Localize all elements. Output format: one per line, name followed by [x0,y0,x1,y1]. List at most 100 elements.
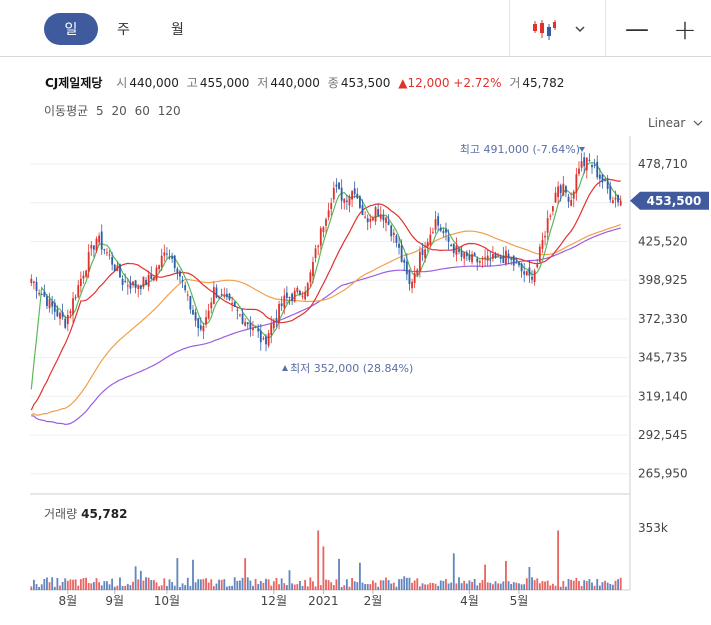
ma-20[interactable]: 20 [111,104,127,118]
candle-body [591,165,593,168]
volume-bar [168,579,171,590]
candle-body [476,258,479,263]
candle-body [411,281,413,289]
candle-body [398,243,400,248]
candle-body [387,221,390,225]
ma-5[interactable]: 5 [96,104,104,118]
candle-body [567,196,570,202]
volume-bar [176,558,179,590]
volume-bar [145,577,147,590]
candle-body [478,261,481,263]
zoom-in-button[interactable]: + [673,12,697,46]
volume-bar [476,585,479,590]
volume-bar [484,564,486,590]
candle-body [379,214,382,219]
candle-body [486,255,489,261]
candle-body [588,159,591,161]
candle-body [64,318,67,328]
volume-bar [463,580,466,590]
high-value: 455,000 [199,76,250,90]
candle-body [103,249,106,251]
candle-body [121,278,124,286]
volume-bar [497,583,500,590]
chevron-down-icon[interactable] [570,13,590,45]
candle-body [562,183,565,196]
zoom-out-button[interactable]: — [625,15,649,43]
candle-body [218,297,220,299]
candle-body [392,232,395,236]
volume-bar [369,584,372,590]
volume-bar [51,577,54,590]
candle-body [421,249,424,255]
volume-panel-title: 거래량 45,782 [44,505,127,522]
volume-bar [596,578,599,590]
volume-bar [575,577,578,590]
candle-body [403,259,406,263]
candle-body [351,191,353,200]
volume-bar [332,585,335,590]
volume-bar [92,582,95,590]
candlestick-icon[interactable] [527,13,561,45]
volume-bar [30,586,33,590]
candle-body [471,254,473,263]
candle-body [345,200,348,202]
tab-month[interactable]: 월 [171,22,184,38]
candle-body [426,241,429,247]
candle-body [520,263,523,272]
volume-bar [405,577,408,590]
volume-bar [593,585,596,590]
volume-bar [429,582,432,590]
candle-body [223,295,226,297]
volume-bar [228,585,231,590]
candle-body [570,200,573,206]
candle-body [119,264,121,278]
volume-bar [283,583,286,590]
tab-week[interactable]: 주 [117,22,130,38]
candle-body [332,187,335,200]
candle-body [43,291,46,297]
candle-body [228,293,231,300]
volume-bar [544,581,546,590]
candle-body [111,257,114,265]
candle-body [304,292,307,300]
toolbar-divider [509,0,510,56]
ma-60[interactable]: 60 [134,104,150,118]
candle-body [270,324,273,335]
volume-bar [523,584,526,590]
candle-body [309,272,312,283]
volume-bar [72,579,74,590]
volume-bar [103,581,106,590]
candle-body [202,325,205,332]
volume-bar [512,582,515,590]
y-tick-label: 265,950 [638,467,688,481]
candle-body [72,298,74,315]
volume-bar [69,579,72,590]
volume-bar [601,582,604,590]
candle-body [491,254,494,259]
volume-bar [335,579,338,590]
candle-body [231,303,234,305]
candle-body [413,273,416,284]
volume-bar [278,584,280,590]
volume-bar [150,580,153,590]
candle-body [580,161,583,168]
candle-body [106,252,108,254]
volume-bar [111,578,114,590]
volume-bar [609,583,612,590]
scale-mode-selector[interactable]: Linear [648,116,703,130]
volume-bar [152,580,155,590]
tab-day[interactable]: 일 [44,13,98,45]
low-label: 저 [257,76,269,90]
ma-120[interactable]: 120 [157,104,181,118]
volume-bar [505,560,507,590]
current-price-tag [630,191,709,210]
volume-value: 45,782 [522,76,565,90]
volume-panel-value: 45,782 [81,507,128,521]
volume-panel-label: 거래량 [44,507,78,521]
high-label: 고 [186,76,198,90]
volume-bar [197,579,200,590]
volume-bar [66,580,69,590]
candle-body [262,338,265,340]
volume-bar [231,585,234,590]
